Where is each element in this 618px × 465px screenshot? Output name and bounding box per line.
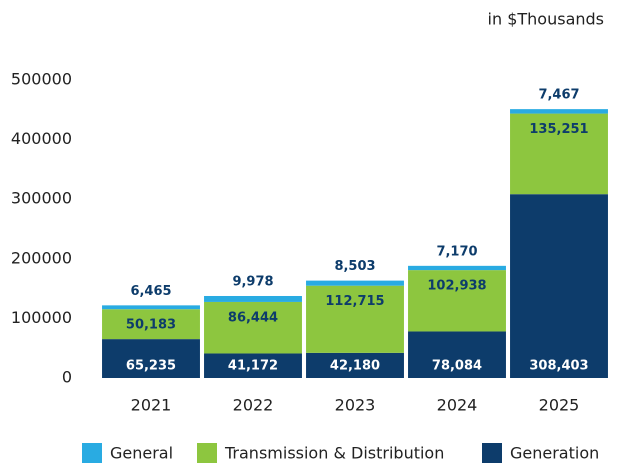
y-tick-label: 500000 — [11, 70, 72, 89]
x-tick-label: 2022 — [233, 396, 274, 415]
bar-segment — [102, 339, 200, 378]
legend-label: Transmission & Distribution — [224, 444, 444, 463]
value-label: 8,503 — [334, 259, 375, 274]
x-tick-label: 2025 — [539, 396, 580, 415]
legend-label: Generation — [510, 444, 599, 463]
value-label: 42,180 — [330, 359, 380, 374]
bar-segment — [204, 301, 302, 354]
bar-segment — [306, 285, 404, 353]
y-tick-label: 100000 — [11, 308, 72, 327]
value-label: 78,084 — [432, 359, 482, 374]
value-label: 102,938 — [427, 279, 486, 294]
bar-segment — [102, 305, 200, 310]
x-tick-label: 2024 — [437, 396, 478, 415]
value-label: 65,235 — [126, 359, 176, 374]
y-tick-label: 300000 — [11, 189, 72, 208]
legend-swatch — [197, 443, 217, 463]
legend-swatch — [82, 443, 102, 463]
value-label: 7,170 — [436, 244, 477, 259]
bar-segment — [408, 331, 506, 378]
y-tick-label: 200000 — [11, 248, 72, 267]
unit-label: in $Thousands — [488, 10, 604, 29]
bar-segment — [408, 265, 506, 271]
bar-segment — [510, 109, 608, 114]
bar-segment — [102, 309, 200, 340]
value-label: 112,715 — [325, 294, 384, 309]
value-label: 41,172 — [228, 359, 278, 374]
x-tick-label: 2023 — [335, 396, 376, 415]
y-tick-label: 400000 — [11, 129, 72, 148]
bar-segment — [510, 194, 608, 378]
bar-segment — [204, 295, 302, 302]
bar-segment — [408, 270, 506, 332]
value-label: 50,183 — [126, 318, 176, 333]
value-label: 86,444 — [228, 310, 278, 325]
value-label: 9,978 — [232, 274, 273, 289]
bar-segment — [306, 280, 404, 286]
value-label: 6,465 — [130, 284, 171, 299]
legend-swatch — [482, 443, 502, 463]
x-tick-label: 2021 — [131, 396, 172, 415]
value-label: 7,467 — [538, 88, 579, 103]
value-label: 135,251 — [529, 122, 588, 137]
legend-label: General — [110, 444, 173, 463]
bar-segment — [510, 113, 608, 195]
value-label: 308,403 — [529, 359, 588, 374]
bar-segment — [306, 352, 404, 378]
y-tick-label: 0 — [62, 368, 72, 387]
bar-segment — [204, 353, 302, 378]
